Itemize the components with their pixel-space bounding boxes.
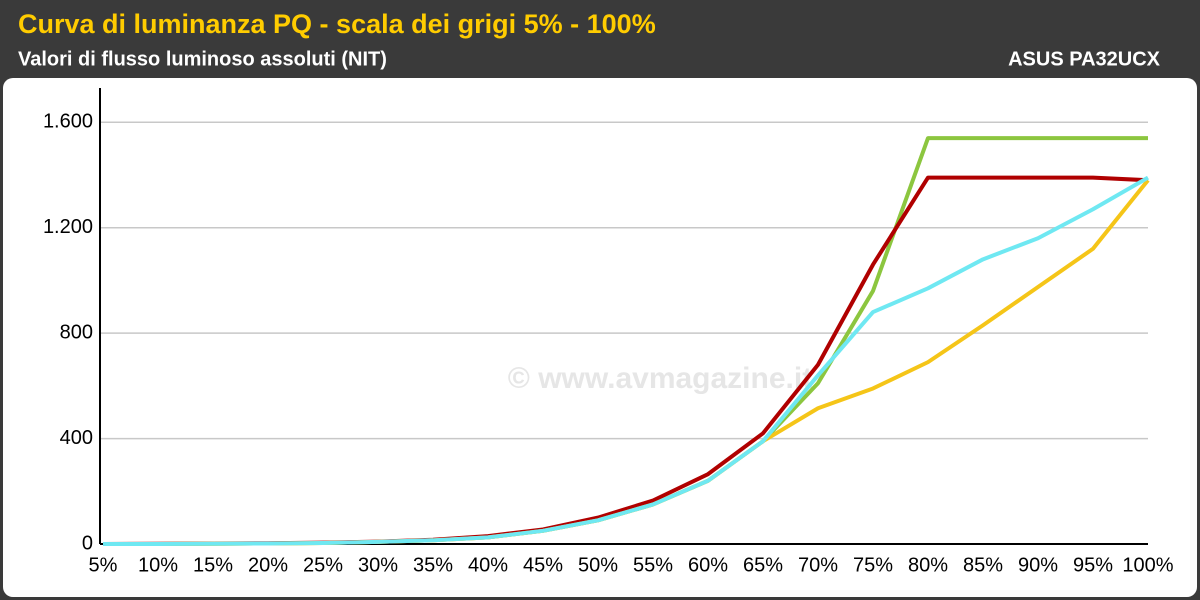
x-tick-label: 15% [193,554,233,576]
x-tick-label: 50% [578,554,618,576]
x-tick-label: 20% [248,554,288,576]
y-tick-label: 1.200 [43,216,93,238]
chart-subtitle: Valori di flusso luminoso assoluti (NIT) [18,48,387,70]
x-tick-label: 35% [413,554,453,576]
x-tick-label: 80% [908,554,948,576]
x-tick-label: 90% [1018,554,1058,576]
annotation: ASUS PA32UCX [1008,48,1161,70]
x-tick-label: 55% [633,554,673,576]
y-tick-label: 1.600 [43,111,93,133]
x-tick-label: 85% [963,554,1003,576]
x-tick-label: 5% [89,554,118,576]
x-tick-label: 70% [798,554,838,576]
series-line [103,175,1149,546]
x-tick-label: 30% [358,554,398,576]
y-tick-label: 800 [60,321,93,343]
x-tick-label: 95% [1073,554,1113,576]
watermark: © www.avmagazine.it [508,362,812,395]
x-tick-label: 45% [523,554,563,576]
x-tick-label: 65% [743,554,783,576]
chart-title: Curva di luminanza PQ - scala dei grigi … [18,9,656,39]
x-tick-label: 10% [138,554,178,576]
chart-panel [3,78,1197,597]
x-tick-label: 60% [688,554,728,576]
y-tick-label: 400 [60,427,93,449]
x-tick-label: 100% [1122,554,1173,576]
x-tick-label: 25% [303,554,343,576]
x-tick-label: 40% [468,554,508,576]
x-tick-label: 75% [853,554,893,576]
y-tick-label: 0 [82,532,93,554]
